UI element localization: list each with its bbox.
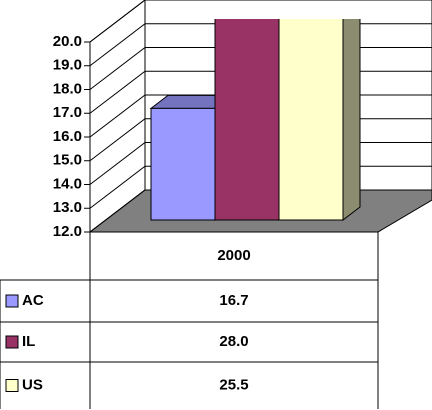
legend-key xyxy=(5,294,19,308)
y-tick-label: 14.0 xyxy=(53,175,82,192)
bar-side xyxy=(342,19,361,222)
y-tick-label: 20.0 xyxy=(53,33,82,50)
legend-key xyxy=(5,379,19,392)
value-label: 25.5 xyxy=(219,376,248,393)
value-label: 16.7 xyxy=(219,292,248,309)
value-label: 28.0 xyxy=(219,333,248,350)
bars xyxy=(149,19,361,222)
y-tick-label: 12.0 xyxy=(53,223,82,240)
legend-label: IL xyxy=(22,333,35,350)
bar xyxy=(278,19,344,221)
y-tick-label: 15.0 xyxy=(53,152,82,169)
legend-key xyxy=(5,335,19,349)
legend-label: AC xyxy=(22,292,44,309)
data-table: 2000 AC 16.7 IL 28.0 US 25.5 xyxy=(0,231,379,409)
y-tick-label: 17.0 xyxy=(53,104,82,121)
y-tick-label: 19.0 xyxy=(53,57,82,74)
bar xyxy=(214,19,280,221)
y-tick-label: 18.0 xyxy=(53,80,82,97)
category-label: 2000 xyxy=(217,247,250,264)
grid-line xyxy=(89,0,432,43)
y-tick-label: 16.0 xyxy=(53,128,82,145)
y-tick-label: 13.0 xyxy=(53,199,82,216)
bar xyxy=(150,107,216,221)
legend-label: US xyxy=(22,376,43,393)
